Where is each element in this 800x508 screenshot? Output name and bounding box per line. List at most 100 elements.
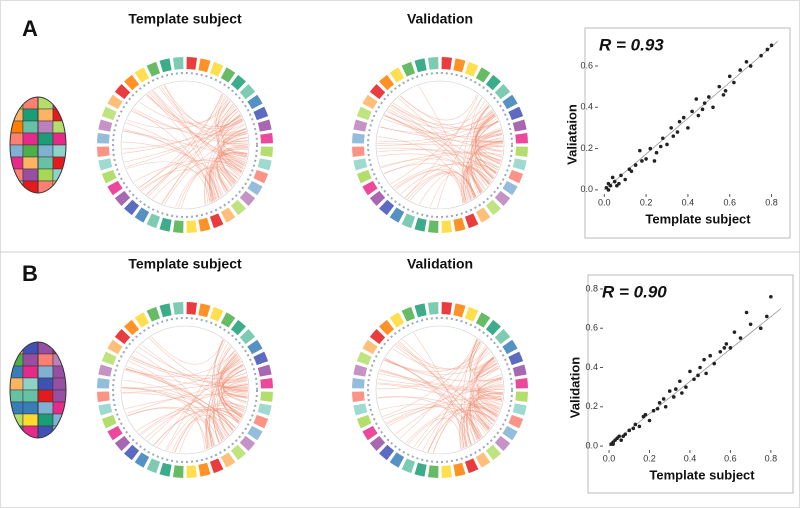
parcel [37, 144, 54, 158]
link [124, 118, 243, 163]
link [221, 154, 247, 173]
link [159, 87, 248, 147]
link [223, 149, 248, 158]
link [475, 404, 498, 422]
link [471, 132, 502, 194]
circos-segment [427, 57, 439, 70]
y-axis-label: Validation [567, 357, 582, 418]
link [385, 358, 476, 443]
link [472, 392, 503, 437]
link [463, 377, 502, 448]
link [407, 417, 463, 449]
link [127, 407, 220, 443]
circos-segment [369, 190, 386, 206]
circos-segment [159, 217, 172, 232]
scatter-box [587, 274, 794, 494]
circos-segment [494, 329, 511, 345]
point [732, 330, 737, 334]
link [148, 100, 231, 197]
circos-segment [172, 57, 184, 70]
point [727, 74, 732, 79]
link [223, 133, 248, 144]
circos-segment [209, 458, 224, 474]
link [384, 343, 483, 372]
circos-segment [101, 106, 117, 121]
circos-segment [124, 444, 140, 461]
link [466, 160, 500, 201]
link [122, 141, 229, 192]
point [748, 64, 753, 68]
circos-segment [198, 303, 211, 318]
link [377, 340, 480, 390]
link [147, 94, 220, 199]
link [418, 172, 477, 205]
link [400, 95, 499, 130]
circos-segment [485, 444, 501, 461]
circos-segment [198, 462, 211, 477]
link [221, 113, 248, 142]
link [395, 345, 495, 422]
x-tick-label: 0.6 [724, 453, 737, 463]
link [146, 94, 246, 163]
link [220, 364, 243, 418]
link [387, 110, 482, 193]
circos-segment [230, 444, 246, 461]
point [675, 130, 680, 134]
point [748, 322, 753, 327]
circos-segment [427, 302, 439, 315]
circos-segment [369, 435, 386, 451]
circos-segment [356, 169, 372, 184]
link [405, 409, 495, 444]
circos-inner [375, 325, 505, 455]
link [124, 393, 248, 410]
link [221, 358, 247, 381]
parcel [22, 353, 39, 367]
circos-segment [98, 403, 113, 416]
link [478, 129, 503, 140]
point [651, 408, 656, 413]
link [391, 103, 488, 125]
link [207, 170, 229, 203]
x-tick-label: 0.8 [765, 197, 778, 207]
link [218, 105, 241, 176]
circos-segment [512, 158, 527, 171]
link [418, 85, 475, 199]
circos-segment [464, 213, 479, 229]
link [179, 408, 243, 453]
circos-segment [220, 312, 236, 328]
link [389, 106, 490, 185]
link [131, 355, 246, 380]
point [644, 157, 648, 161]
parcel [22, 365, 39, 379]
circos-segment [257, 158, 272, 171]
circos-segment [369, 84, 386, 100]
link [160, 86, 243, 127]
link [126, 378, 247, 414]
circos-segment [172, 302, 184, 315]
link [427, 403, 501, 452]
circos-segment [352, 132, 365, 144]
circos-inner [120, 325, 250, 455]
link [141, 344, 246, 410]
point [633, 163, 638, 167]
link [463, 414, 486, 447]
circos-segment [239, 84, 256, 100]
y-tick-label: 0.6 [585, 323, 598, 333]
link [138, 114, 241, 189]
link [122, 379, 234, 431]
circos-segment [124, 74, 140, 91]
circos-segment [441, 57, 453, 70]
link [388, 397, 503, 427]
link [204, 418, 213, 449]
point [718, 349, 723, 354]
link [212, 339, 229, 436]
circos-segment [257, 364, 272, 377]
point [704, 371, 708, 376]
link [123, 130, 247, 161]
link [475, 120, 499, 178]
link [386, 111, 494, 129]
link [126, 161, 211, 203]
circos-segment [260, 377, 273, 389]
link [385, 358, 468, 448]
link [429, 174, 467, 208]
